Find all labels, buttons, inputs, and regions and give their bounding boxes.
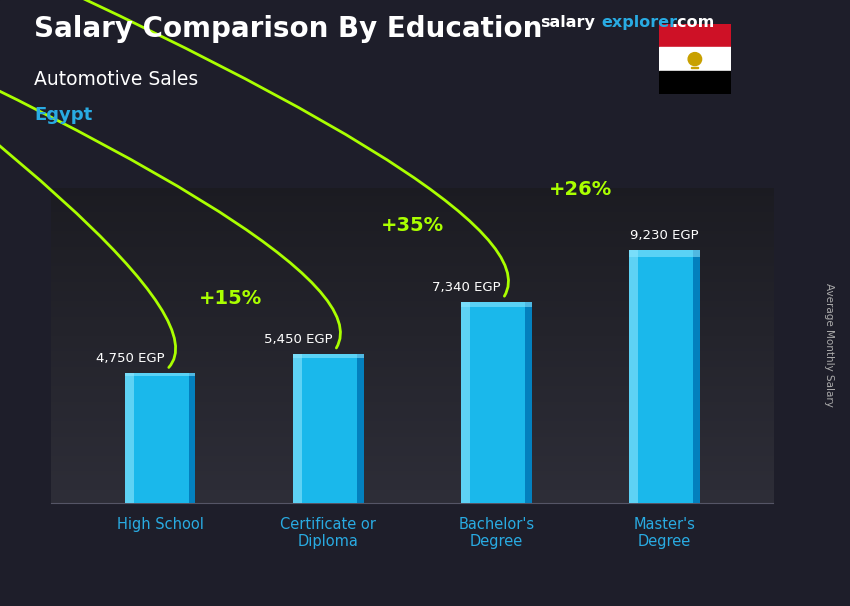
Text: 7,340 EGP: 7,340 EGP	[432, 281, 501, 294]
Text: salary: salary	[540, 15, 595, 30]
Bar	[629, 250, 700, 257]
Text: +35%: +35%	[381, 216, 444, 235]
Bar	[461, 302, 531, 307]
Bar	[293, 354, 302, 503]
Bar	[461, 302, 470, 503]
Bar	[293, 354, 364, 503]
Bar	[693, 250, 700, 503]
Text: 9,230 EGP: 9,230 EGP	[630, 230, 699, 242]
Bar	[525, 302, 531, 503]
Bar	[461, 302, 531, 503]
Bar	[659, 47, 731, 71]
Bar	[125, 373, 196, 503]
Text: explorer: explorer	[601, 15, 677, 30]
Bar	[659, 24, 731, 47]
Text: Salary Comparison By Education: Salary Comparison By Education	[34, 15, 542, 43]
Bar	[293, 354, 364, 358]
Text: 5,450 EGP: 5,450 EGP	[264, 333, 332, 346]
Text: +26%: +26%	[548, 180, 612, 199]
Bar	[659, 71, 731, 94]
Bar	[629, 250, 700, 503]
Text: Egypt: Egypt	[34, 106, 93, 124]
Bar	[691, 67, 699, 68]
Bar	[189, 373, 196, 503]
Bar	[125, 373, 134, 503]
Text: Automotive Sales: Automotive Sales	[34, 70, 198, 88]
Text: 4,750 EGP: 4,750 EGP	[96, 352, 164, 365]
Text: .com: .com	[672, 15, 715, 30]
Text: +15%: +15%	[199, 289, 263, 308]
Bar	[629, 250, 638, 503]
Text: Average Monthly Salary: Average Monthly Salary	[824, 284, 834, 407]
Circle shape	[688, 53, 701, 65]
Bar	[357, 354, 364, 503]
Bar	[125, 373, 196, 376]
